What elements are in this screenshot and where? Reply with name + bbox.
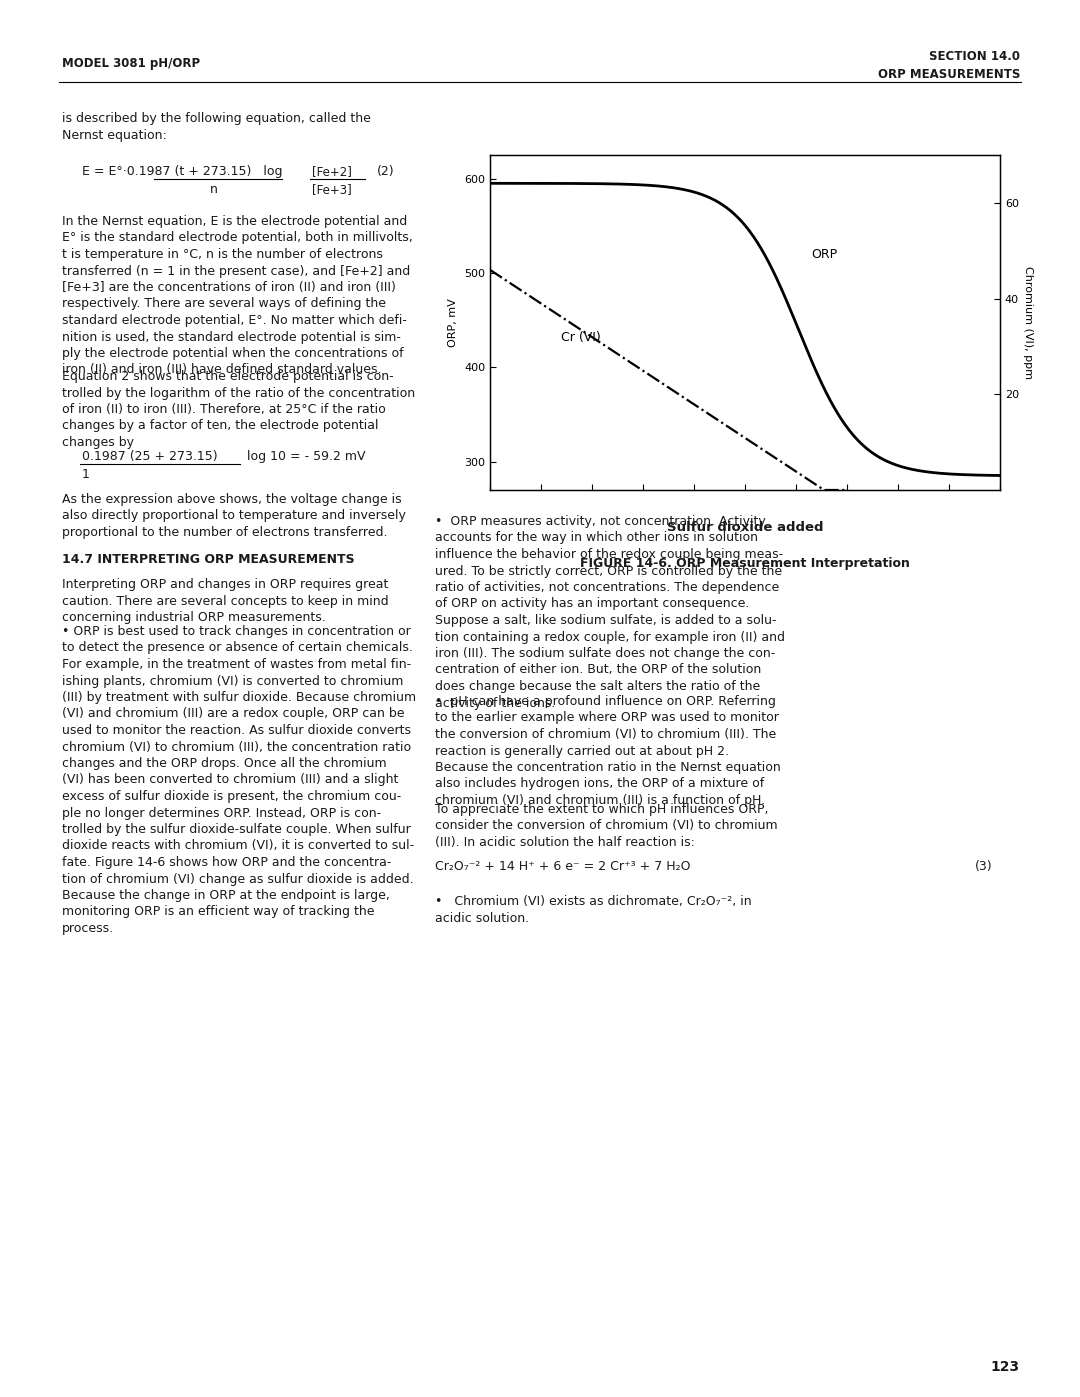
Text: [Fe+3]: [Fe+3] [312, 183, 352, 196]
Y-axis label: Chromium (VI), ppm: Chromium (VI), ppm [1023, 265, 1032, 379]
Text: is described by the following equation, called the
Nernst equation:: is described by the following equation, … [62, 112, 370, 141]
Text: Interpreting ORP and changes in ORP requires great
caution. There are several co: Interpreting ORP and changes in ORP requ… [62, 578, 389, 624]
Text: [Fe+2]: [Fe+2] [312, 165, 352, 177]
Text: 1: 1 [82, 468, 90, 481]
Text: •   Chromium (VI) exists as dichromate, Cr₂O₇⁻², in
acidic solution.: • Chromium (VI) exists as dichromate, Cr… [435, 895, 752, 925]
Text: 0.1987 (25 + 273.15): 0.1987 (25 + 273.15) [82, 450, 218, 462]
Text: Cr₂O₇⁻² + 14 H⁺ + 6 e⁻ = 2 Cr⁺³ + 7 H₂O: Cr₂O₇⁻² + 14 H⁺ + 6 e⁻ = 2 Cr⁺³ + 7 H₂O [435, 861, 690, 873]
Text: • ORP is best used to track changes in concentration or
to detect the presence o: • ORP is best used to track changes in c… [62, 624, 416, 935]
Text: 123: 123 [990, 1361, 1020, 1375]
Text: n: n [210, 183, 218, 196]
Text: To appreciate the extent to which pH influences ORP,
consider the conversion of : To appreciate the extent to which pH inf… [435, 803, 778, 849]
Text: (3): (3) [975, 861, 993, 873]
Text: Sulfur dioxide added: Sulfur dioxide added [666, 521, 823, 534]
Text: 14.7 INTERPRETING ORP MEASUREMENTS: 14.7 INTERPRETING ORP MEASUREMENTS [62, 553, 354, 566]
Text: SECTION 14.0: SECTION 14.0 [929, 50, 1020, 63]
Text: (2): (2) [377, 165, 394, 177]
Text: FIGURE 14-6. ORP Measurement Interpretation: FIGURE 14-6. ORP Measurement Interpretat… [580, 557, 910, 570]
Text: •  ORP measures activity, not concentration. Activity
accounts for the way in wh: • ORP measures activity, not concentrati… [435, 515, 785, 710]
Text: log 10 = - 59.2 mV: log 10 = - 59.2 mV [247, 450, 365, 462]
Text: Cr (VI): Cr (VI) [562, 331, 602, 344]
Text: ORP: ORP [811, 247, 837, 261]
Text: •  pH can have a profound influence on ORP. Referring
to the earlier example whe: • pH can have a profound influence on OR… [435, 694, 781, 807]
Text: In the Nernst equation, E is the electrode potential and
E° is the standard elec: In the Nernst equation, E is the electro… [62, 215, 413, 377]
Text: ORP MEASUREMENTS: ORP MEASUREMENTS [878, 68, 1020, 81]
Text: E = E°·0.1987 (t + 273.15)   log: E = E°·0.1987 (t + 273.15) log [82, 165, 286, 177]
Text: As the expression above shows, the voltage change is
also directly proportional : As the expression above shows, the volta… [62, 493, 406, 539]
Y-axis label: ORP, mV: ORP, mV [448, 298, 458, 346]
Text: Equation 2 shows that the electrode potential is con-
trolled by the logarithm o: Equation 2 shows that the electrode pote… [62, 370, 415, 448]
Text: MODEL 3081 pH/ORP: MODEL 3081 pH/ORP [62, 57, 200, 70]
